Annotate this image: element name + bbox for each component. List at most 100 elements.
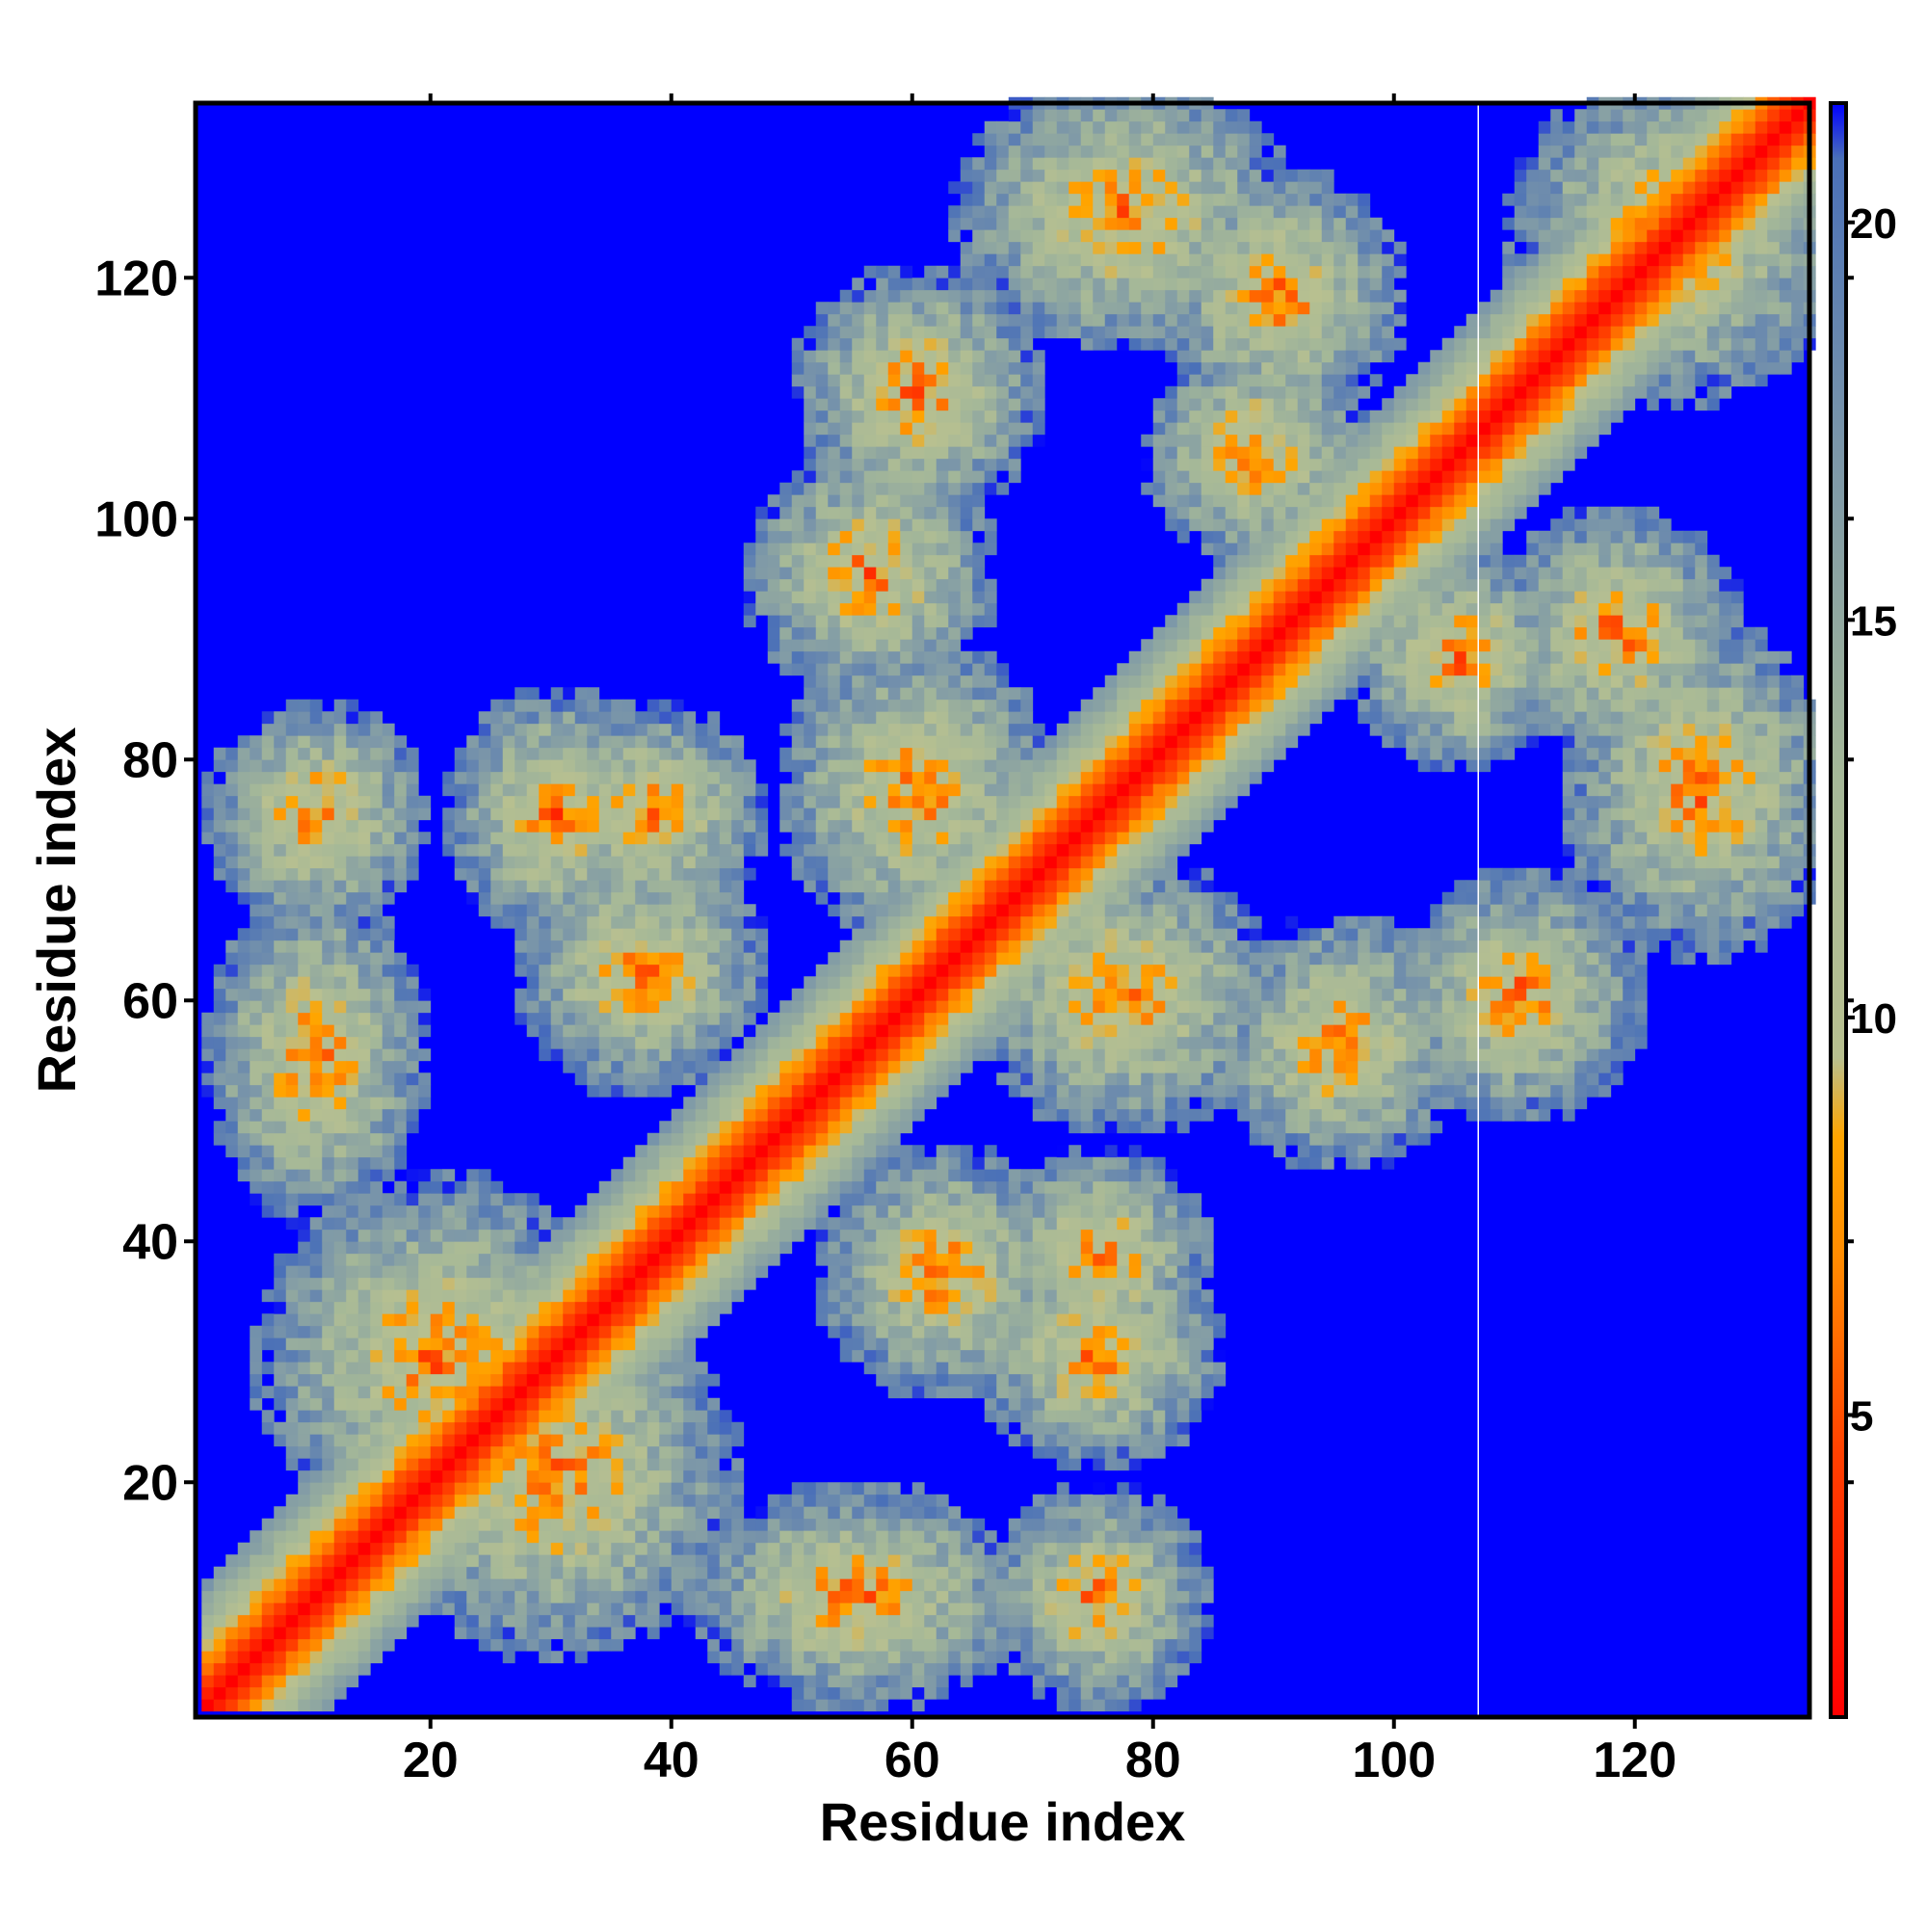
heatmap-cell [611,1445,624,1459]
heatmap-cell [478,1410,491,1423]
heatmap-cell [539,1012,552,1025]
heatmap-cell [852,313,865,327]
heatmap-cell [250,988,263,1001]
heatmap-cell [539,1289,552,1303]
heatmap-cell [394,940,408,953]
heatmap-cell [274,1313,287,1327]
heatmap-cell [863,940,877,953]
heatmap-cell [767,1554,780,1568]
heatmap-cell [707,1169,721,1182]
heatmap-cell [261,856,275,869]
heatmap-cell [839,1494,853,1507]
heatmap-cell [322,1662,335,1676]
heatmap-cell [828,1530,841,1544]
heatmap-cell [984,1337,997,1351]
heatmap-cell [333,1337,347,1351]
heatmap-cell [382,1349,395,1363]
heatmap-cell [309,699,323,712]
heatmap-cell [430,1241,443,1255]
heatmap-cell [550,1313,564,1327]
heatmap-cell [804,1518,817,1531]
heatmap-cell [876,494,889,508]
heatmap-cell [550,1554,564,1568]
heatmap-cell [911,350,925,363]
heatmap-cell [261,880,275,893]
heatmap-cell [900,1180,913,1194]
heatmap-cell [502,1410,515,1423]
heatmap-cell [539,1337,552,1351]
heatmap-cell [984,807,997,821]
heatmap-cell [647,1458,660,1471]
heatmap-cell [382,1036,395,1049]
heatmap-cell [743,1627,756,1640]
heatmap-cell [430,1590,443,1603]
heatmap-cell [900,819,913,833]
heatmap-cell [900,1012,913,1025]
heatmap-cell [972,337,986,351]
heatmap-cell [647,1156,660,1170]
heatmap-cell [309,1518,323,1531]
heatmap-cell [611,1000,624,1014]
heatmap-cell [237,1145,251,1158]
heatmap-cell [285,1373,299,1387]
heatmap-cell [924,1204,937,1218]
heatmap-cell [804,434,817,447]
heatmap-cell [382,1145,395,1158]
heatmap-cell [852,807,865,821]
heatmap-cell [972,1662,986,1676]
heatmap-cell [972,1180,986,1194]
heatmap-cell [213,1000,226,1014]
heatmap-cell [984,602,997,616]
heatmap-cell [887,326,901,339]
heatmap-cell [309,1506,323,1520]
heatmap-cell [876,650,889,664]
heatmap-cell [611,1024,624,1038]
heatmap-cell [250,964,263,977]
heatmap-cell [502,1301,515,1314]
heatmap-cell [406,1084,419,1098]
heatmap-cell [707,1469,721,1483]
heatmap-cell [960,1169,973,1182]
heatmap-cell [743,1675,756,1688]
heatmap-cell [563,1518,576,1531]
heatmap-cell [454,1469,467,1483]
heatmap-cell [755,530,769,543]
heatmap-cell [394,1012,408,1025]
heatmap-cell [828,482,841,495]
heatmap-cell [298,1530,311,1544]
heatmap-cell [900,832,913,845]
heatmap-cell [839,1530,853,1544]
heatmap-cell [839,807,853,821]
heatmap-cell [285,759,299,773]
heatmap-cell [839,832,853,845]
heatmap-cell [370,1410,383,1423]
heatmap-cell [719,1145,732,1158]
heatmap-cell [478,807,491,821]
heatmap-cell [394,880,408,893]
heatmap-cell [659,1373,673,1387]
heatmap-cell [815,543,829,556]
heatmap-cell [911,1217,925,1231]
heatmap-cell [430,1554,443,1568]
heatmap-cell [237,988,251,1001]
heatmap-cell [960,819,973,833]
heatmap-cell [526,1482,540,1495]
heatmap-cell [839,482,853,495]
heatmap-cell [357,988,371,1001]
heatmap-cell [309,843,323,857]
heatmap-cell [322,1024,335,1038]
heatmap-cell [298,1229,311,1242]
heatmap-cell [478,1469,491,1483]
heatmap-cell [936,687,949,701]
heatmap-cell [430,1362,443,1375]
heatmap-cell [972,422,986,436]
heatmap-cell [333,1651,347,1664]
heatmap-cell [587,856,600,869]
heatmap-cell [539,1313,552,1327]
heatmap-cell [274,1566,287,1579]
heatmap-cell [502,771,515,784]
heatmap-cell [357,1121,371,1134]
heatmap-cell [382,1325,395,1338]
heatmap-cell [370,1530,383,1544]
heatmap-cell [719,1434,732,1447]
